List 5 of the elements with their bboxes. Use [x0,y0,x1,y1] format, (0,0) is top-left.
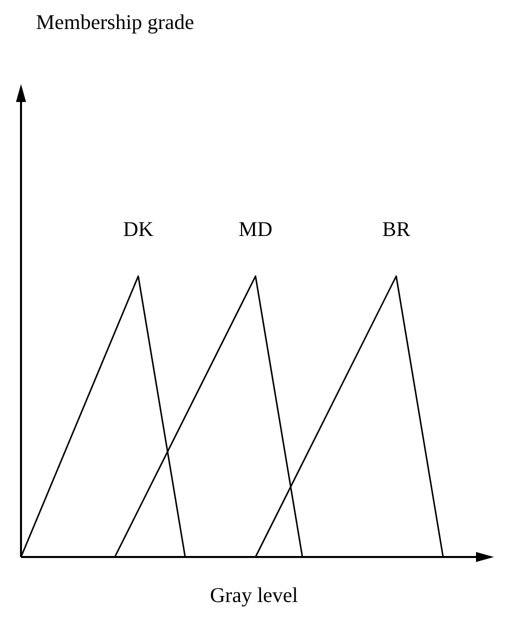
x-axis-title: Gray level [208,583,300,608]
series-label: BR [382,217,410,242]
chart-title: Membership grade [36,10,194,35]
series-label: MD [238,217,272,242]
series-label: DK [123,217,154,242]
